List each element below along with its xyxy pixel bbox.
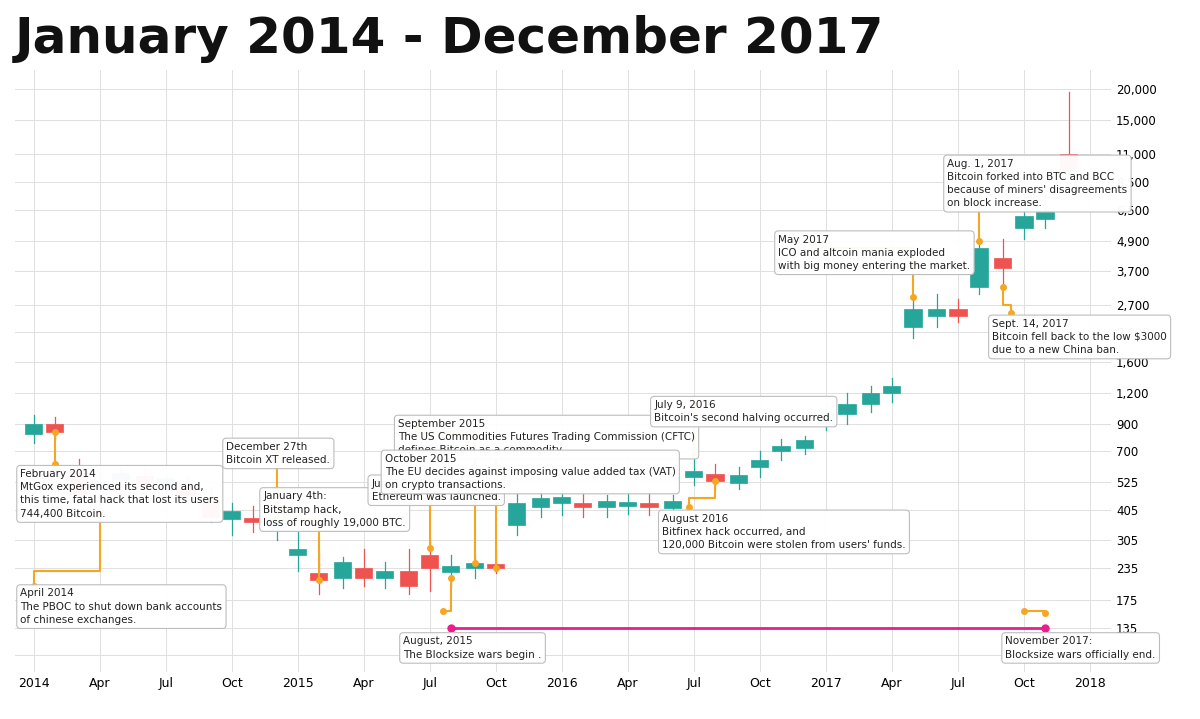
Text: July 30, 2015
Ethereum was launched.: July 30, 2015 Ethereum was launched. [372, 479, 500, 502]
Bar [730, 475, 748, 482]
Text: August 2016
Bitfinex hack occurred, and
120,000 Bitcoin were stolen from users' : August 2016 Bitfinex hack occurred, and … [662, 513, 906, 550]
Bar [334, 562, 352, 578]
Text: January 4th:
Bitstamp hack,
loss of roughly 19,000 BTC.: January 4th: Bitstamp hack, loss of roug… [263, 491, 406, 528]
Bar [575, 503, 592, 507]
Bar [971, 248, 988, 287]
Text: February 2014
MtGox experienced its second and,
this time, fatal hack that lost : February 2014 MtGox experienced its seco… [20, 469, 220, 518]
Bar [466, 562, 484, 568]
Bar [202, 500, 220, 516]
Bar [443, 566, 460, 572]
Bar [796, 441, 814, 448]
Bar [817, 414, 834, 423]
Bar [995, 257, 1012, 268]
Bar [773, 446, 790, 451]
Bar [223, 511, 240, 519]
Bar [509, 503, 526, 526]
Bar [598, 500, 616, 507]
Bar [25, 423, 42, 434]
Bar [157, 477, 174, 486]
Bar [949, 309, 966, 316]
Text: October 2015
The EU decides against imposing value added tax (VAT)
on crypto tra: October 2015 The EU decides against impo… [385, 454, 676, 490]
Bar [553, 497, 570, 503]
Bar [1061, 154, 1078, 170]
Text: Aug. 1, 2017
Bitcoin forked into BTC and BCC
because of miners' disagreements
on: Aug. 1, 2017 Bitcoin forked into BTC and… [947, 159, 1128, 209]
Text: Sept. 14, 2017
Bitcoin fell back to the low $3000
due to a new China ban.: Sept. 14, 2017 Bitcoin fell back to the … [992, 319, 1168, 355]
Bar [179, 489, 196, 495]
Bar [377, 571, 394, 578]
Bar [685, 471, 702, 477]
Bar [862, 393, 880, 404]
Bar [355, 568, 372, 578]
Bar [929, 309, 946, 316]
Bar [883, 385, 900, 393]
Bar [421, 555, 438, 568]
Bar [487, 564, 504, 568]
Bar [311, 573, 328, 580]
Bar [641, 503, 658, 507]
Text: July 9, 2016
Bitcoin's second halving occurred.: July 9, 2016 Bitcoin's second halving oc… [654, 400, 833, 423]
Bar [1015, 216, 1032, 229]
Bar [619, 502, 636, 505]
Bar [839, 404, 856, 414]
Bar [70, 471, 88, 494]
Text: April 2014
The PBOC to shut down bank accounts
of chinese exchanges.: April 2014 The PBOC to shut down bank ac… [20, 588, 222, 625]
Bar [532, 498, 550, 507]
Bar [112, 473, 130, 480]
Bar [751, 460, 768, 467]
Bar [707, 474, 724, 480]
Text: August, 2015
The Blocksize wars begin .: August, 2015 The Blocksize wars begin . [403, 636, 541, 659]
Bar [268, 518, 286, 527]
Bar [136, 476, 154, 482]
Bar [1037, 211, 1054, 219]
Text: September 2015
The US Commodities Futures Trading Commission (CFTC)
defines Bitc: September 2015 The US Commodities Future… [398, 419, 695, 455]
Text: November 2017:
Blocksize wars officially end.: November 2017: Blocksize wars officially… [1006, 636, 1156, 659]
Bar [46, 423, 64, 432]
Bar [400, 571, 418, 586]
Bar [664, 500, 682, 508]
Bar [289, 549, 306, 555]
Text: December 27th
Bitcoin XT released.: December 27th Bitcoin XT released. [227, 441, 330, 465]
Text: May 2017
ICO and altcoin mania exploded
with big money entering the market.: May 2017 ICO and altcoin mania exploded … [779, 234, 971, 271]
Bar [245, 518, 262, 522]
Bar [905, 309, 922, 327]
Bar [91, 480, 108, 489]
Text: January 2014 - December 2017: January 2014 - December 2017 [16, 15, 884, 63]
